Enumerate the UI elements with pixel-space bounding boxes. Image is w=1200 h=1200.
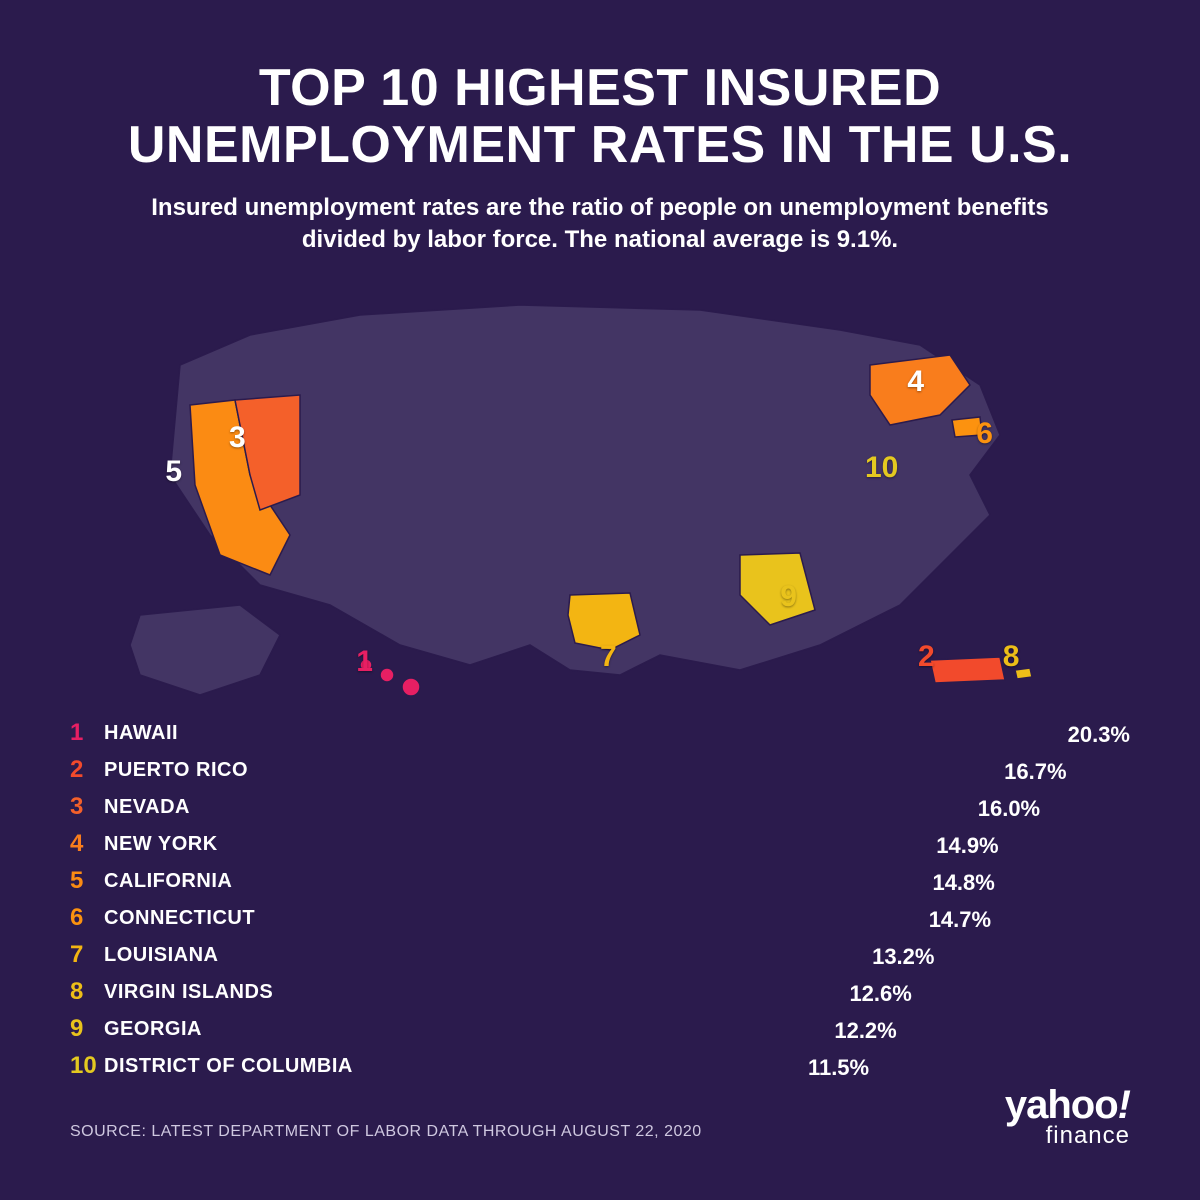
bar-rank: 9	[70, 1015, 104, 1043]
bar-row: 1HAWAII20.3%	[70, 715, 1130, 752]
bar-row: 6CONNECTICUT14.7%	[70, 900, 1130, 937]
bar-value: 16.7%	[1004, 759, 1066, 785]
yahoo-finance-logo: yahoo! finance	[1005, 1083, 1130, 1150]
state-hawaii2	[380, 668, 394, 682]
bar-value: 14.7%	[929, 907, 991, 933]
bar-state-name: DISTRICT OF COLUMBIA	[104, 1055, 364, 1078]
bar-value: 14.9%	[936, 833, 998, 859]
map-rank-label: 5	[165, 455, 182, 489]
bar-state-name: VIRGIN ISLANDS	[104, 981, 364, 1004]
bar-rank: 3	[70, 793, 104, 821]
bar-rank: 7	[70, 941, 104, 969]
bar-value: 13.2%	[872, 944, 934, 970]
map-rank-label: 4	[907, 365, 924, 399]
state-alaska	[130, 605, 280, 695]
bar-track: 13.2%	[364, 944, 1130, 966]
title-line-1: TOP 10 HIGHEST INSURED	[259, 59, 941, 117]
map-rank-label: 1	[356, 645, 373, 679]
bar-track: 12.2%	[364, 1018, 1130, 1040]
map-rank-label: 2	[918, 640, 935, 674]
bar-row: 9GEORGIA12.2%	[70, 1011, 1130, 1048]
bar-row: 7LOUISIANA13.2%	[70, 937, 1130, 974]
map-rank-label: 3	[229, 421, 246, 455]
bar-row: 2PUERTO RICO16.7%	[70, 752, 1130, 789]
bar-rank: 4	[70, 830, 104, 858]
bar-state-name: GEORGIA	[104, 1018, 364, 1041]
bar-rank: 1	[70, 719, 104, 747]
bar-track: 12.6%	[364, 981, 1130, 1003]
bar-state-name: NEVADA	[104, 796, 364, 819]
bar-state-name: PUERTO RICO	[104, 759, 364, 782]
bar-rank: 5	[70, 867, 104, 895]
bar-rank: 6	[70, 904, 104, 932]
bar-state-name: CALIFORNIA	[104, 870, 364, 893]
bar-track: 16.0%	[364, 796, 1130, 818]
bar-chart: 1HAWAII20.3%2PUERTO RICO16.7%3NEVADA16.0…	[70, 715, 1130, 1085]
bar-rank: 2	[70, 756, 104, 784]
page-subtitle: Insured unemployment rates are the ratio…	[70, 192, 1130, 254]
title-line-2: UNEMPLOYMENT RATES IN THE U.S.	[128, 116, 1072, 174]
map-rank-label: 10	[865, 451, 898, 485]
state-hawaii3	[402, 678, 420, 696]
bar-track: 14.8%	[364, 870, 1130, 892]
map-rank-label: 9	[780, 580, 797, 614]
bar-state-name: LOUISIANA	[104, 944, 364, 967]
bar-rank: 10	[70, 1052, 104, 1080]
bar-row: 10DISTRICT OF COLUMBIA11.5%	[70, 1048, 1130, 1085]
bar-value: 12.6%	[849, 981, 911, 1007]
bar-track: 11.5%	[364, 1055, 1130, 1077]
bar-value: 11.5%	[808, 1055, 869, 1081]
bar-state-name: CONNECTICUT	[104, 907, 364, 930]
bar-value: 12.2%	[834, 1018, 896, 1044]
bar-track: 14.9%	[364, 833, 1130, 855]
map-rank-label: 6	[976, 417, 993, 451]
map-rank-label: 8	[1003, 640, 1020, 674]
bar-row: 3NEVADA16.0%	[70, 789, 1130, 826]
us-map: 1 2 3 4 5 6 7 8 9 10	[70, 275, 1130, 705]
state-puertorico	[930, 657, 1005, 683]
bar-state-name: HAWAII	[104, 722, 364, 745]
bar-track: 16.7%	[364, 759, 1130, 781]
page-title: TOP 10 HIGHEST INSURED UNEMPLOYMENT RATE…	[70, 60, 1130, 174]
map-rank-label: 7	[600, 640, 617, 674]
bar-value: 20.3%	[1068, 722, 1130, 748]
bar-track: 14.7%	[364, 907, 1130, 929]
bar-state-name: NEW YORK	[104, 833, 364, 856]
bar-row: 8VIRGIN ISLANDS12.6%	[70, 974, 1130, 1011]
bar-rank: 8	[70, 978, 104, 1006]
infographic-container: TOP 10 HIGHEST INSURED UNEMPLOYMENT RATE…	[0, 0, 1200, 1200]
bar-track: 20.3%	[364, 722, 1130, 744]
bar-value: 16.0%	[978, 796, 1040, 822]
source-text: SOURCE: LATEST DEPARTMENT OF LABOR DATA …	[70, 1123, 1130, 1141]
bar-row: 4NEW YORK14.9%	[70, 826, 1130, 863]
bar-value: 14.8%	[932, 870, 994, 896]
bar-row: 5CALIFORNIA14.8%	[70, 863, 1130, 900]
